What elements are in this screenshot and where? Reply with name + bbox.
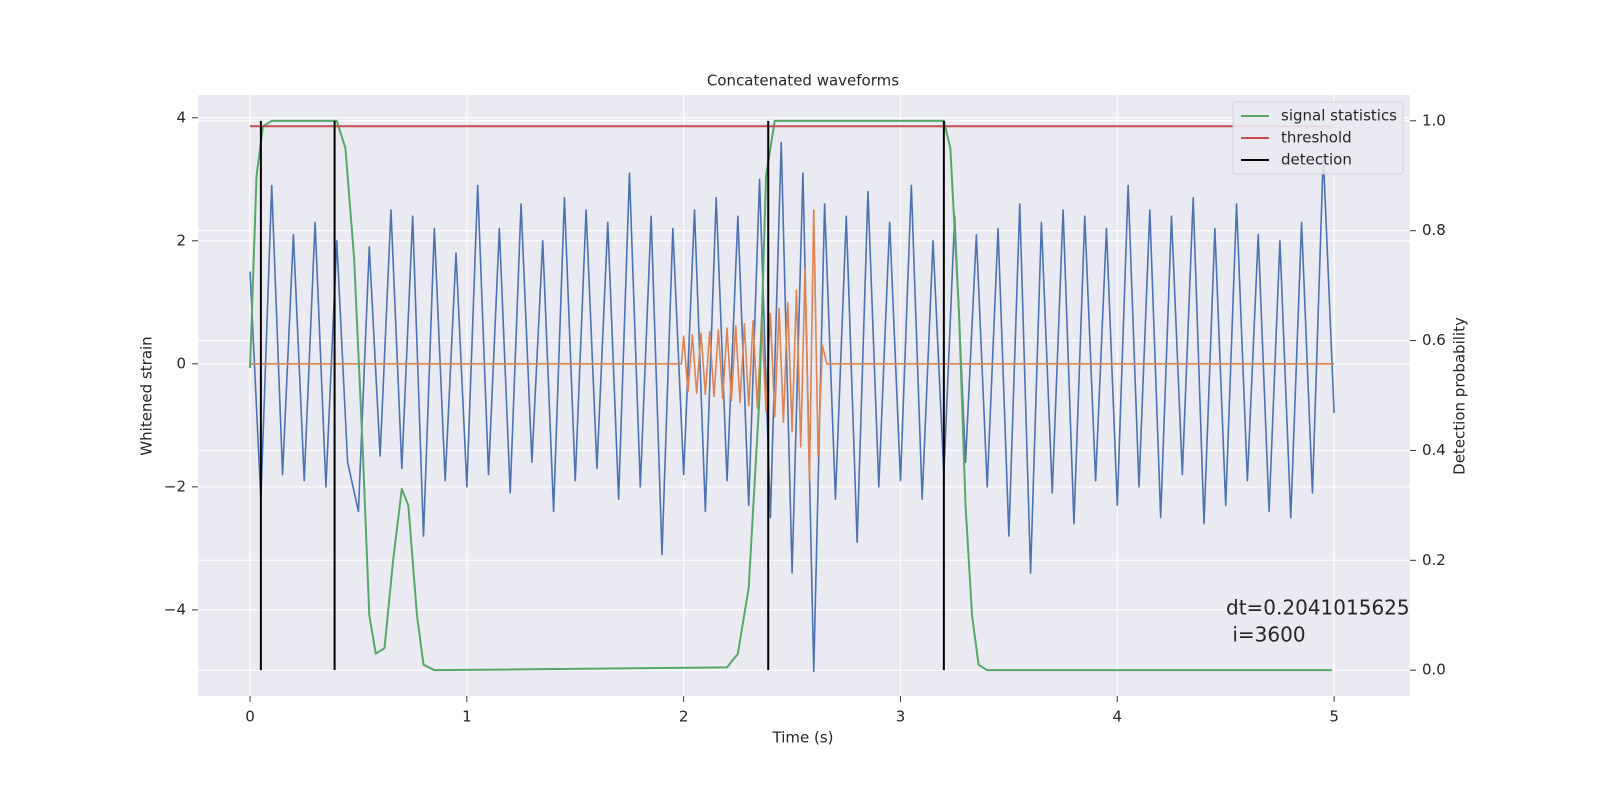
x-axis-label: Time (s) <box>772 729 834 747</box>
x-tick-label: 1 <box>462 708 472 726</box>
y-tick-label: 0.8 <box>1422 221 1446 239</box>
y2-axis-label: Detection probability <box>1451 317 1469 475</box>
x-tick-label: 5 <box>1329 708 1339 726</box>
y-tick-label: 4 <box>176 108 186 126</box>
annotation: i=3600 <box>1226 623 1306 647</box>
chart-title: Concatenated waveforms <box>707 72 899 90</box>
x-tick-label: 4 <box>1113 708 1123 726</box>
annotation: dt=0.2041015625 <box>1226 596 1410 620</box>
legend-label: signal statistics <box>1281 107 1397 125</box>
y-tick-label: 0 <box>176 354 186 372</box>
marks <box>249 119 1335 673</box>
y-axis-label: Whitened strain <box>138 336 156 455</box>
y-tick-label: −2 <box>164 477 186 495</box>
y-tick-label: 0.0 <box>1422 661 1446 679</box>
series-line <box>250 209 1335 482</box>
y-tick-label: 2 <box>176 231 186 249</box>
x-tick-label: 0 <box>245 708 255 726</box>
y-tick-label: 0.2 <box>1422 551 1446 569</box>
y-tick-label: −4 <box>164 600 186 618</box>
y-tick-label: 0.6 <box>1422 331 1446 349</box>
legend-label: threshold <box>1281 129 1352 147</box>
y-tick-label: 1.0 <box>1422 111 1446 129</box>
series-line <box>259 120 945 671</box>
x-tick-label: 2 <box>679 708 689 726</box>
y-tick-label: 0.4 <box>1422 441 1446 459</box>
legend-label: detection <box>1281 151 1352 169</box>
legend-box <box>1232 101 1404 175</box>
axes: 0 1 2 3 4 5 −4 −2 0 2 4 0.0 0.2 0.4 0.6 0.8 1.0 <box>164 108 1446 725</box>
legend: signal statistics threshold detection <box>1232 101 1404 175</box>
x-tick-label: 3 <box>896 708 906 726</box>
series-line <box>249 119 1332 672</box>
series-line <box>249 141 1335 673</box>
